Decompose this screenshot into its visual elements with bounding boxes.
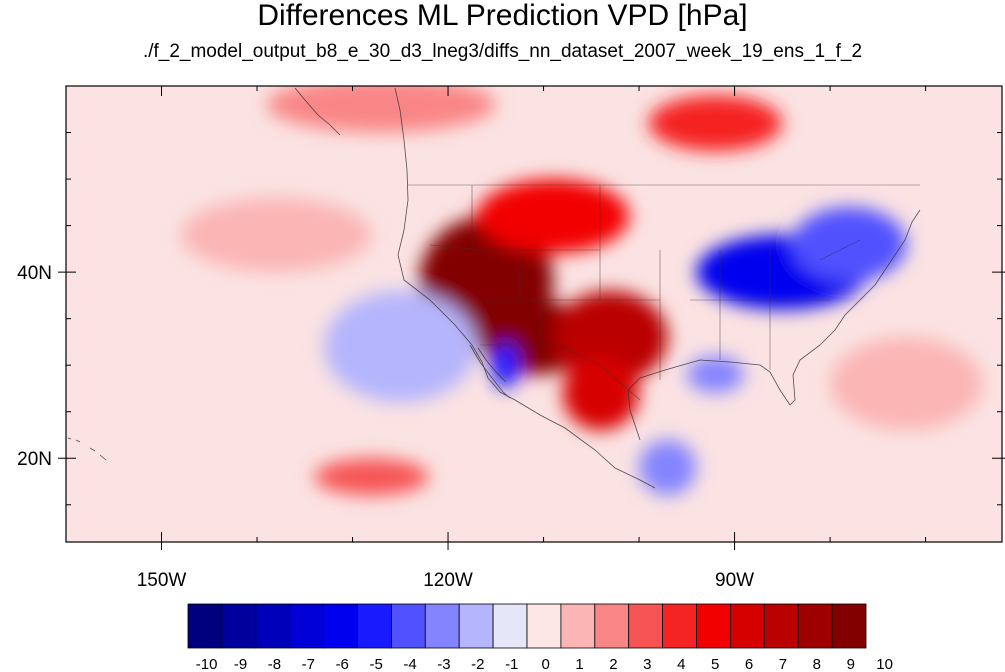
colorbar-swatch (492, 603, 528, 649)
colorbar-label: 5 (711, 656, 719, 672)
colorbar-label: -8 (268, 656, 281, 672)
field-region-atlantic-high (830, 337, 983, 431)
colorbar-swatch (628, 603, 664, 649)
colorbar-label: 1 (575, 656, 583, 672)
colorbar-swatch (797, 603, 833, 649)
colorbar-label: -6 (336, 656, 349, 672)
colorbar-swatch (289, 603, 325, 649)
field-region-baja-low (491, 341, 520, 389)
colorbar-label: 8 (813, 656, 821, 672)
field-region-southern-plains (553, 290, 668, 384)
map-subtitle: ./f_2_model_output_b8_e_30_d3_lneg3/diff… (142, 41, 863, 62)
colorbar-label: -3 (437, 656, 450, 672)
colorbar: -10 -9 -8 -7 -6 -5 -4 -3 -2 -1 0 1 2 3 4 5 6 7 8 9 10 (187, 603, 893, 672)
field-region-northern-rockies (476, 179, 630, 254)
colorbar-swatch (662, 603, 697, 649)
plot-frame (65, 85, 1003, 543)
lon-tick-label: 120W (423, 570, 473, 591)
field-region-gulf-low (686, 355, 745, 394)
colorbar-label: -2 (471, 656, 484, 672)
field-region-pacific-high (314, 458, 429, 496)
field-region-pacific-high-north (180, 197, 372, 273)
field-region-northeast-low (791, 206, 907, 282)
west-coastline (394, 87, 656, 489)
colorbar-swatch (763, 603, 799, 649)
colorbar-label: -4 (403, 656, 416, 672)
colorbar-label: -10 (196, 656, 218, 672)
colorbar-swatch (221, 603, 257, 649)
colorbar-swatch (255, 603, 291, 649)
colorbar-swatch (458, 603, 494, 649)
field-layer (66, 86, 1002, 542)
coastlines (67, 87, 921, 489)
alaska-coastline (294, 87, 341, 136)
colorbar-label: 0 (541, 656, 549, 672)
colorbar-swatch (424, 603, 460, 649)
colorbar-label: -7 (302, 656, 315, 672)
colorbar-swatch (357, 603, 392, 649)
colorbar-label: 7 (779, 656, 787, 672)
gulf-coastline (627, 209, 921, 441)
hawaii-islands (67, 437, 107, 461)
colorbar-swatch (526, 603, 562, 649)
colorbar-label: -1 (505, 656, 518, 672)
field-region-alaska-high (266, 86, 496, 133)
colorbar-swatch (696, 603, 731, 649)
baja-coastline (469, 344, 511, 399)
lat-tick-label: 40N (17, 263, 52, 284)
state-borders (408, 184, 920, 401)
axis-ticks (58, 86, 1005, 550)
colorbar-label: 4 (677, 656, 685, 672)
colorbar-label: 2 (609, 656, 617, 672)
lon-tick-label: 150W (137, 570, 187, 591)
colorbar-label: 3 (643, 656, 651, 672)
map-title: Differences ML Prediction VPD [hPa] (257, 0, 748, 32)
lon-tick-label: 90W (715, 570, 754, 591)
lat-tick-label: 20N (17, 449, 52, 470)
field-region-canada-high (648, 95, 783, 152)
colorbar-swatch (390, 603, 426, 649)
axis-labels: 150W 120W 90W 40N 20N (17, 263, 754, 591)
colorbar-swatch (323, 603, 358, 649)
colorbar-swatch (730, 603, 765, 649)
colorbar-swatch (560, 603, 596, 649)
colorbar-swatch (594, 603, 630, 649)
field-region-pacific-low (323, 290, 477, 403)
colorbar-label: -5 (369, 656, 382, 672)
colorbar-label: 9 (847, 656, 855, 672)
colorbar-swatch (831, 603, 867, 649)
colorbar-label: 10 (876, 656, 893, 672)
colorbar-label: 6 (745, 656, 753, 672)
colorbar-swatch (187, 603, 223, 649)
colorbar-label: -9 (234, 656, 247, 672)
field-region-mexico-interior (562, 355, 640, 431)
field-region-mexico-low (639, 439, 697, 496)
